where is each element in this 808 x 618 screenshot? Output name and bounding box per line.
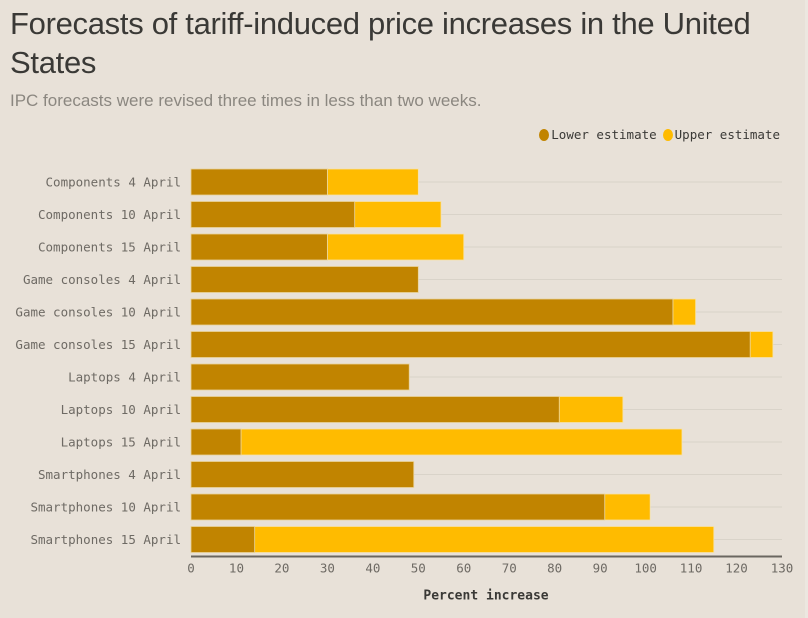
bars (190, 168, 774, 553)
legend: Lower estimate Upper estimate (533, 127, 780, 142)
x-tick-label: 70 (502, 561, 517, 576)
y-axis-label: Game consoles 4 April (23, 272, 181, 287)
bar-upper-estimate (604, 493, 651, 521)
legend-swatch-upper (662, 128, 673, 141)
y-axis-label: Components 15 April (38, 240, 181, 255)
y-axis-label: Laptops 4 April (68, 370, 181, 385)
right-edge (805, 0, 808, 618)
y-axis-label: Components 10 April (38, 207, 181, 222)
x-tick-label: 0 (187, 561, 195, 576)
y-axis-label: Components 4 April (46, 175, 181, 190)
x-tick-label: 40 (365, 561, 380, 576)
legend-item-upper: Upper estimate (662, 127, 780, 142)
bar-lower-estimate (190, 493, 606, 521)
x-tick-label: 100 (634, 561, 657, 576)
x-tick-label: 20 (274, 561, 289, 576)
y-axis-label: Laptops 10 April (61, 402, 181, 417)
y-axis-label: Game consoles 10 April (15, 305, 181, 320)
bar-lower-estimate (190, 233, 328, 261)
y-axis-label: Smartphones 4 April (38, 467, 181, 482)
bar-lower-estimate (190, 201, 356, 228)
x-tick-label: 130 (771, 561, 794, 576)
bar-upper-estimate (326, 233, 465, 261)
y-axis-label: Game consoles 15 April (15, 337, 181, 352)
bar-lower-estimate (190, 428, 242, 456)
x-tick-label: 10 (229, 561, 244, 576)
x-axis-label: Percent increase (423, 589, 548, 604)
x-axis-ticks: 0 10 20 30 40 50 60 70 80 90 100 110 120 130 (187, 561, 793, 576)
x-tick-label: 30 (320, 561, 335, 576)
legend-label-lower: Lower estimate (551, 127, 657, 142)
chart-title: Forecasts of tariff-induced price increa… (10, 6, 751, 80)
bar-lower-estimate (190, 331, 751, 358)
bar-lower-estimate (190, 396, 560, 423)
bar-lower-estimate (190, 266, 419, 293)
legend-label-upper: Upper estimate (674, 127, 780, 142)
y-axis-label: Smartphones 15 April (30, 532, 181, 547)
bar-lower-estimate (190, 526, 256, 553)
bar-upper-estimate (672, 298, 697, 326)
x-tick-label: 90 (593, 561, 608, 576)
bar-upper-estimate (749, 331, 774, 358)
legend-swatch-lower (539, 128, 550, 141)
bar-upper-estimate (240, 428, 683, 456)
bar-upper-estimate (326, 168, 419, 196)
bar-upper-estimate (254, 526, 715, 553)
chart-subtitle: IPC forecasts were revised three times i… (10, 91, 482, 110)
bar-lower-estimate (190, 298, 674, 326)
y-axis-labels: Components 4 April Components 10 April Com… (15, 175, 181, 548)
x-tick-label: 80 (547, 561, 562, 576)
y-axis-label: Smartphones 10 April (30, 500, 181, 515)
x-tick-label: 120 (725, 561, 748, 576)
x-tick-label: 110 (680, 561, 703, 576)
legend-item-lower: Lower estimate (539, 127, 657, 142)
bar-upper-estimate (558, 396, 624, 423)
bar-lower-estimate (190, 461, 415, 488)
bar-lower-estimate (190, 363, 410, 391)
bar-upper-estimate (354, 201, 442, 228)
x-tick-label: 50 (411, 561, 426, 576)
y-axis-label: Laptops 15 April (61, 435, 181, 450)
x-tick-label: 60 (456, 561, 471, 576)
bar-lower-estimate (190, 168, 328, 196)
